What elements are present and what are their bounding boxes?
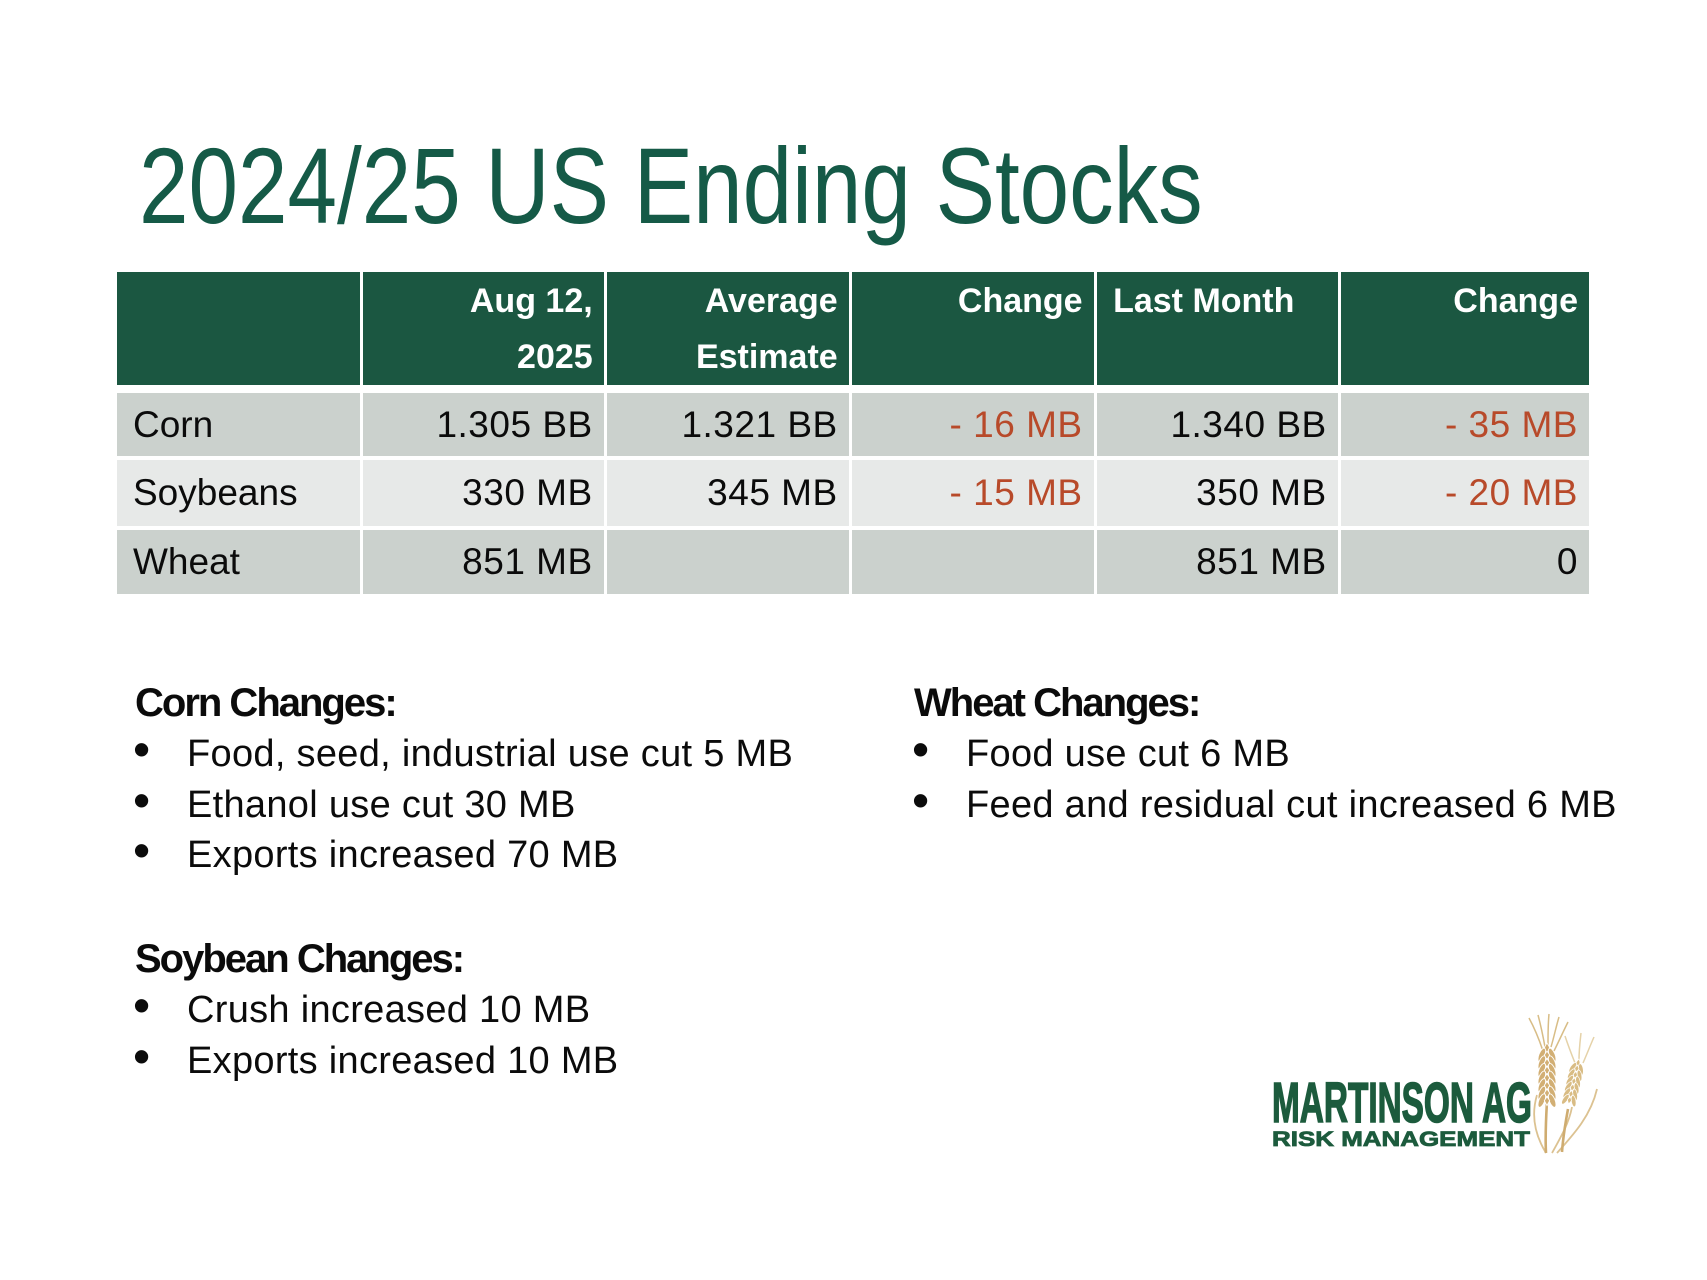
svg-text:RISK MANAGEMENT: RISK MANAGEMENT xyxy=(1272,1128,1530,1151)
svg-text:MARTINSON AG: MARTINSON AG xyxy=(1272,1071,1532,1135)
